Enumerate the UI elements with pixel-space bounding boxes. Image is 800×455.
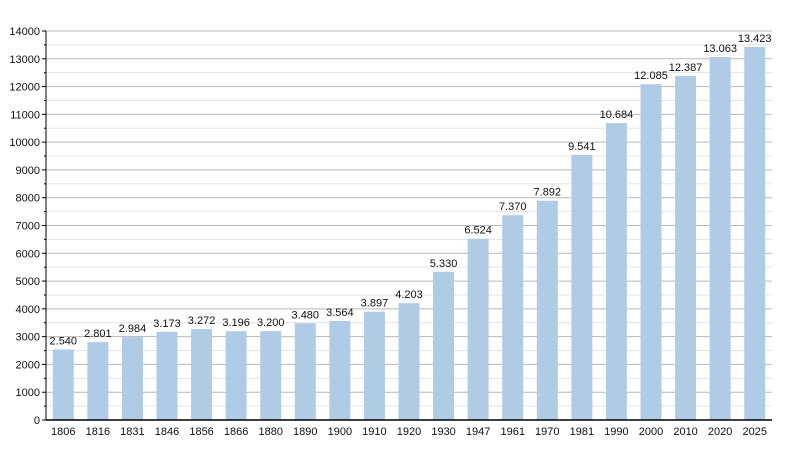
x-tick-label: 1947	[466, 426, 490, 438]
data-label: 12.085	[634, 70, 668, 82]
y-tick-label: 8000	[16, 193, 40, 205]
data-label: 3.897	[361, 298, 389, 310]
data-label: 2.540	[50, 335, 78, 347]
x-tick-label: 1961	[500, 426, 524, 438]
bar-1947	[467, 238, 489, 420]
data-label: 2.801	[84, 328, 112, 340]
y-tick-label: 6000	[16, 248, 40, 260]
data-label: 2.984	[119, 323, 147, 335]
y-tick-label: 2000	[16, 359, 40, 371]
x-tick-label: 1920	[397, 426, 421, 438]
x-tick-label: 1806	[51, 426, 75, 438]
bar-2010	[675, 75, 697, 420]
bar-1866	[225, 331, 247, 420]
y-tick-label: 12000	[9, 82, 40, 94]
data-label: 3.173	[153, 318, 181, 330]
data-label: 3.564	[326, 307, 354, 319]
data-label: 3.196	[222, 317, 250, 329]
y-tick-label: 14000	[9, 26, 40, 38]
bar-1900	[329, 320, 351, 420]
data-label: 7.370	[499, 201, 527, 213]
x-tick-label: 1990	[604, 426, 628, 438]
y-tick-label: 1000	[16, 387, 40, 399]
data-label: 3.272	[188, 315, 216, 327]
data-label: 7.892	[534, 187, 562, 199]
y-tick-label: 7000	[16, 221, 40, 233]
x-tick-label: 2025	[742, 426, 766, 438]
x-tick-label: 2020	[708, 426, 732, 438]
bar-1890	[294, 323, 316, 420]
y-tick-label: 13000	[9, 54, 40, 66]
data-label: 3.200	[257, 317, 285, 329]
x-tick-label: 1831	[120, 426, 144, 438]
y-tick-label: 9000	[16, 165, 40, 177]
bar-2020	[709, 57, 731, 420]
data-label: 3.480	[292, 309, 320, 321]
data-label: 12.387	[669, 62, 703, 74]
y-tick-label: 11000	[10, 109, 40, 121]
bar-2000	[640, 84, 662, 420]
x-tick-label: 1900	[328, 426, 352, 438]
data-label: 13.423	[738, 33, 772, 45]
data-label: 5.330	[430, 258, 458, 270]
x-tick-label: 2000	[639, 426, 663, 438]
x-tick-label: 1816	[86, 426, 110, 438]
data-label: 9.541	[568, 141, 596, 153]
x-tick-label: 1880	[258, 426, 282, 438]
x-tick-label: 1856	[189, 426, 213, 438]
bar-1880	[260, 331, 282, 420]
x-tick-label: 1846	[155, 426, 179, 438]
bar-1816	[87, 342, 109, 420]
bar-1961	[502, 215, 524, 420]
data-label: 13.063	[703, 43, 737, 55]
data-label: 4.203	[395, 289, 423, 301]
bar-2025	[744, 47, 766, 421]
y-tick-label: 3000	[16, 332, 40, 344]
y-tick-label: 0	[34, 415, 40, 427]
x-tick-label: 1890	[293, 426, 317, 438]
x-tick-label: 1970	[535, 426, 559, 438]
x-tick-label: 2010	[673, 426, 697, 438]
y-tick-label: 10000	[9, 137, 40, 149]
bar-1806	[52, 349, 74, 420]
bar-1831	[121, 337, 143, 420]
bar-1846	[156, 331, 178, 420]
bar-1910	[363, 311, 385, 420]
bar-1970	[536, 200, 558, 420]
bar-1990	[605, 123, 627, 421]
bar-1856	[191, 329, 213, 420]
bar-1930	[433, 271, 455, 420]
y-tick-label: 5000	[16, 276, 40, 288]
y-tick-label: 4000	[16, 304, 40, 316]
x-tick-label: 1981	[570, 426, 594, 438]
x-tick-label: 1930	[431, 426, 455, 438]
data-label: 6.524	[464, 225, 492, 237]
x-tick-label: 1866	[224, 426, 248, 438]
bar-1981	[571, 154, 593, 421]
x-tick-label: 1910	[362, 426, 386, 438]
data-label: 10.684	[600, 109, 634, 121]
bar-1920	[398, 303, 420, 420]
